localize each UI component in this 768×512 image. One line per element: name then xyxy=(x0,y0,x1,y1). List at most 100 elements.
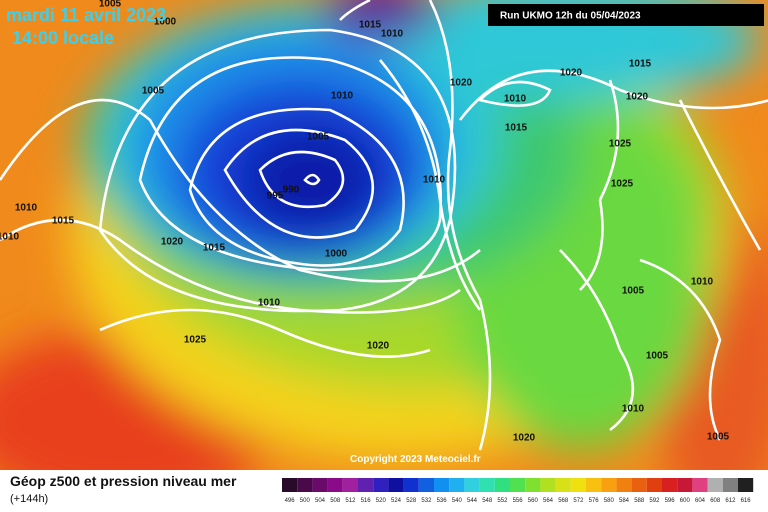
isobar-label: 1025 xyxy=(609,139,632,150)
colorbar-label: 604 xyxy=(695,498,706,504)
isobar-label: 1010 xyxy=(622,404,645,415)
colorbar-swatch xyxy=(282,478,298,492)
colorbar-swatch xyxy=(494,478,510,492)
colorbar-label: 512 xyxy=(345,498,356,504)
colorbar-swatch xyxy=(586,478,602,492)
colorbar-swatch xyxy=(388,478,404,492)
colorbar-swatch xyxy=(358,478,374,492)
colorbar-swatch xyxy=(616,478,632,492)
isobar-label: 1020 xyxy=(450,78,473,89)
time-title: 14:00 locale xyxy=(12,28,114,48)
isobar-label: 1015 xyxy=(52,216,75,227)
colorbar-swatch xyxy=(707,478,723,492)
isobar-label: 1020 xyxy=(626,92,649,103)
isobar-label: 1020 xyxy=(560,68,583,79)
colorbar-label: 524 xyxy=(391,498,402,504)
colorbar-label: 612 xyxy=(725,498,736,504)
isobar-label: 1010 xyxy=(258,298,281,309)
isobar-label: 1010 xyxy=(381,29,404,40)
colorbar-swatch xyxy=(722,478,738,492)
colorbar-label: 552 xyxy=(497,498,508,504)
isobar-label: 1010 xyxy=(423,175,446,186)
isobars xyxy=(0,0,768,451)
colorbar-label: 520 xyxy=(376,498,387,504)
isobar-label: 995 xyxy=(267,191,284,202)
isobar-label: 1020 xyxy=(367,341,390,352)
run-info: Run UKMO 12h du 05/04/2023 xyxy=(500,11,641,22)
colorbar-label: 528 xyxy=(406,498,417,504)
colorbar-label: 548 xyxy=(482,498,493,504)
colorbar-swatch xyxy=(403,478,419,492)
colorbar-label: 540 xyxy=(452,498,463,504)
date-title: mardi 11 avril 2023 xyxy=(6,5,166,25)
colorbar-swatch xyxy=(525,478,541,492)
colorbar-label: 508 xyxy=(330,498,341,504)
isobar-label: 1005 xyxy=(142,86,165,97)
colorbar-swatch xyxy=(662,478,678,492)
colorbar-label: 560 xyxy=(528,498,539,504)
colorbar-swatch xyxy=(510,478,526,492)
isobar-label: 1000 xyxy=(154,17,177,28)
colorbar-label: 516 xyxy=(361,498,372,504)
isobar-label: 1015 xyxy=(505,123,528,134)
colorbar-label: 568 xyxy=(558,498,569,504)
colorbar-label: 564 xyxy=(543,498,554,504)
colorbar-label: 584 xyxy=(619,498,630,504)
colorbar-swatch xyxy=(434,478,450,492)
colorbar-label: 504 xyxy=(315,498,326,504)
isobar-label: 1005 xyxy=(622,286,645,297)
colorbar-swatch xyxy=(540,478,556,492)
colorbar-label: 496 xyxy=(285,498,296,504)
colorbar-label: 600 xyxy=(680,498,691,504)
isobar-label: 1015 xyxy=(359,20,382,31)
colorbar-swatch xyxy=(327,478,343,492)
colorbar-swatch xyxy=(342,478,358,492)
colorbar-label: 544 xyxy=(467,498,478,504)
colorbar-label: 616 xyxy=(741,498,752,504)
isobar-label: 1025 xyxy=(184,335,207,346)
isobar-label: 1005 xyxy=(646,351,669,362)
isobar-label: 1000 xyxy=(325,249,348,260)
colorbar-swatch xyxy=(677,478,693,492)
colorbar-label: 580 xyxy=(604,498,615,504)
isobar-label: 990 xyxy=(283,185,300,196)
colorbar-label: 576 xyxy=(589,498,600,504)
colorbar-label: 572 xyxy=(573,498,584,504)
colorbar-swatch xyxy=(555,478,571,492)
colorbar-swatch xyxy=(631,478,647,492)
isobar-label: 1005 xyxy=(307,132,330,143)
colorbar-swatch xyxy=(312,478,328,492)
isobar-label: 1010 xyxy=(0,232,20,243)
footer-title: Géop z500 et pression niveau mer xyxy=(10,473,237,489)
colorbar-swatch xyxy=(373,478,389,492)
colorbar-label: 500 xyxy=(300,498,311,504)
colorbar-swatch xyxy=(692,478,708,492)
colorbar-swatch xyxy=(449,478,465,492)
isobar-label: 1020 xyxy=(161,237,184,248)
colorbar-label: 596 xyxy=(665,498,676,504)
colorbar-swatch xyxy=(646,478,662,492)
isobar-label: 1005 xyxy=(707,432,730,443)
colorbar-label: 592 xyxy=(649,498,660,504)
colorbar-label: 536 xyxy=(437,498,448,504)
colorbar-label: 556 xyxy=(513,498,524,504)
colorbar-swatch xyxy=(464,478,480,492)
copyright: Copyright 2023 Meteociel.fr xyxy=(350,454,481,465)
isobar-label: 1015 xyxy=(629,59,652,70)
colorbar: 496 500 504 508 512 516 520 524 528 532 536 540 544 5… xyxy=(282,478,754,504)
isobar-label: 1005 xyxy=(99,0,122,10)
isobar-label: 1010 xyxy=(331,91,354,102)
colorbar-swatch xyxy=(738,478,754,492)
isobar-label: 1010 xyxy=(15,203,38,214)
colorbar-label: 532 xyxy=(421,498,432,504)
colorbar-swatch xyxy=(570,478,586,492)
isobar-label: 1020 xyxy=(513,433,536,444)
run-box xyxy=(488,4,764,26)
footer-lead: (+144h) xyxy=(10,493,48,505)
colorbar-swatch xyxy=(418,478,434,492)
colorbar-label: 608 xyxy=(710,498,721,504)
colorbar-swatch xyxy=(601,478,617,492)
